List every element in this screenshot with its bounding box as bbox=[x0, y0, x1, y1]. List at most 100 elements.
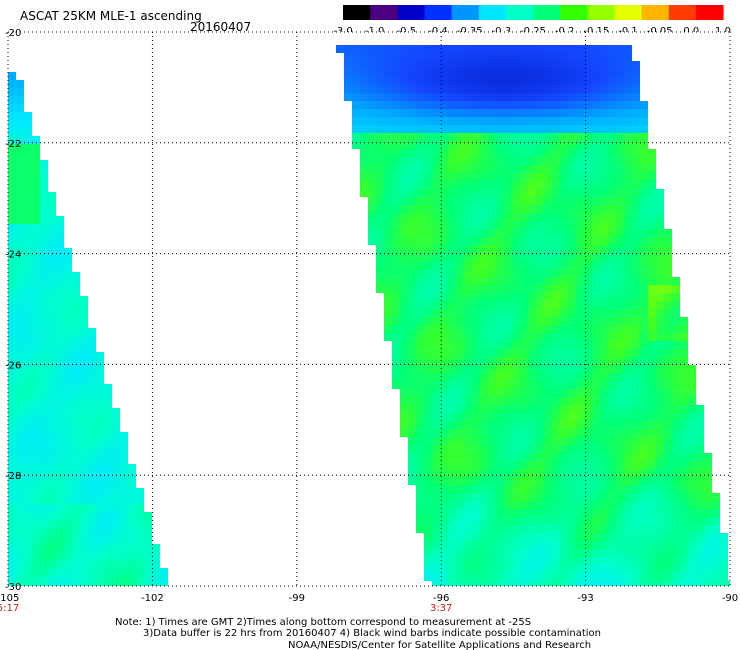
swath-cell bbox=[440, 477, 448, 485]
swath-cell bbox=[632, 413, 640, 421]
swath-cell bbox=[360, 189, 368, 197]
swath-cell bbox=[568, 509, 576, 517]
swath-cell bbox=[608, 421, 616, 429]
swath-cell bbox=[72, 552, 80, 560]
swath-cell bbox=[600, 293, 608, 301]
swath-cell bbox=[8, 128, 16, 136]
swath-cell bbox=[552, 237, 560, 245]
swath-cell bbox=[488, 69, 496, 77]
swath-cell bbox=[496, 141, 504, 149]
swath-cell bbox=[624, 237, 632, 245]
swath-cell bbox=[488, 429, 496, 437]
swath-cell bbox=[504, 341, 512, 349]
swath-cell bbox=[96, 408, 104, 416]
swath-cell bbox=[432, 285, 440, 293]
swath-cell bbox=[616, 309, 624, 317]
swath-cell bbox=[432, 541, 440, 549]
swath-cell bbox=[624, 333, 632, 341]
swath-cell bbox=[640, 173, 648, 181]
swath-cell bbox=[480, 581, 488, 586]
swath-cell bbox=[648, 573, 656, 581]
swath-cell bbox=[416, 189, 424, 197]
swath-cell bbox=[40, 256, 48, 264]
swath-cell bbox=[72, 496, 80, 504]
swath-cell bbox=[584, 237, 592, 245]
swath-cell bbox=[8, 240, 16, 248]
swath-cell bbox=[24, 392, 32, 400]
swath-cell bbox=[608, 437, 616, 445]
swath-cell bbox=[568, 373, 576, 381]
swath-cell bbox=[680, 573, 688, 581]
swath-cell bbox=[584, 549, 592, 557]
swath-cell bbox=[400, 141, 408, 149]
swath-cell bbox=[376, 261, 384, 269]
swath-cell bbox=[448, 501, 456, 509]
swath-cell bbox=[496, 301, 504, 309]
swath-cell bbox=[504, 565, 512, 573]
swath-cell bbox=[536, 253, 544, 261]
swath-cell bbox=[576, 173, 584, 181]
swath-cell bbox=[640, 533, 648, 541]
swath-cell bbox=[56, 432, 64, 440]
swath-cell bbox=[640, 349, 648, 357]
swath-cell bbox=[624, 109, 632, 117]
swath-cell bbox=[704, 557, 712, 565]
swath-cell bbox=[648, 325, 656, 333]
swath-cell bbox=[64, 472, 72, 480]
swath-cell bbox=[608, 213, 616, 221]
swath-cell bbox=[464, 261, 472, 269]
swath-cell bbox=[576, 421, 584, 429]
swath-cell bbox=[656, 373, 664, 381]
swath-cell bbox=[632, 357, 640, 365]
swath-cell bbox=[520, 269, 528, 277]
swath-cell bbox=[456, 245, 464, 253]
swath-cell bbox=[696, 573, 704, 581]
swath-cell bbox=[504, 61, 512, 69]
swath-cell bbox=[584, 173, 592, 181]
swath-cell bbox=[392, 237, 400, 245]
swath-cell bbox=[528, 349, 536, 357]
swath-cell bbox=[448, 573, 456, 581]
swath-cell bbox=[632, 117, 640, 125]
swath-cell bbox=[608, 413, 616, 421]
swath-cell bbox=[560, 173, 568, 181]
swath-cell bbox=[568, 261, 576, 269]
swath-cell bbox=[40, 456, 48, 464]
swath-cell bbox=[472, 301, 480, 309]
swath-cell bbox=[552, 413, 560, 421]
swath-cell bbox=[528, 221, 536, 229]
swath-cell bbox=[128, 528, 136, 536]
swath-cell bbox=[136, 568, 144, 576]
swath-cell bbox=[344, 93, 352, 101]
swath-cell bbox=[520, 77, 528, 85]
swath-cell bbox=[408, 69, 416, 77]
swath-cell bbox=[400, 373, 408, 381]
swath-cell bbox=[648, 309, 656, 317]
swath-cell bbox=[8, 168, 16, 176]
swath-cell bbox=[512, 541, 520, 549]
swath-cell bbox=[584, 373, 592, 381]
swath-cell bbox=[112, 488, 120, 496]
swath-cell bbox=[8, 368, 16, 376]
swath-cell bbox=[512, 269, 520, 277]
swath-cell bbox=[696, 469, 704, 477]
swath-cell bbox=[504, 365, 512, 373]
swath-cell bbox=[688, 541, 696, 549]
swath-cell bbox=[632, 237, 640, 245]
swath-cell bbox=[520, 421, 528, 429]
swath-cell bbox=[24, 280, 32, 288]
swath-cell bbox=[648, 477, 656, 485]
swath-cell bbox=[592, 173, 600, 181]
swath-cell bbox=[560, 381, 568, 389]
swath-cell bbox=[400, 397, 408, 405]
swath-cell bbox=[416, 229, 424, 237]
swath-cell bbox=[648, 349, 656, 357]
swath-cell bbox=[440, 493, 448, 501]
swath-cell bbox=[8, 336, 16, 344]
swath-cell bbox=[536, 277, 544, 285]
swath-cell bbox=[8, 264, 16, 272]
swath-cell bbox=[96, 384, 104, 392]
swath-cell bbox=[432, 237, 440, 245]
swath-cell bbox=[56, 272, 64, 280]
swath-cell bbox=[576, 453, 584, 461]
